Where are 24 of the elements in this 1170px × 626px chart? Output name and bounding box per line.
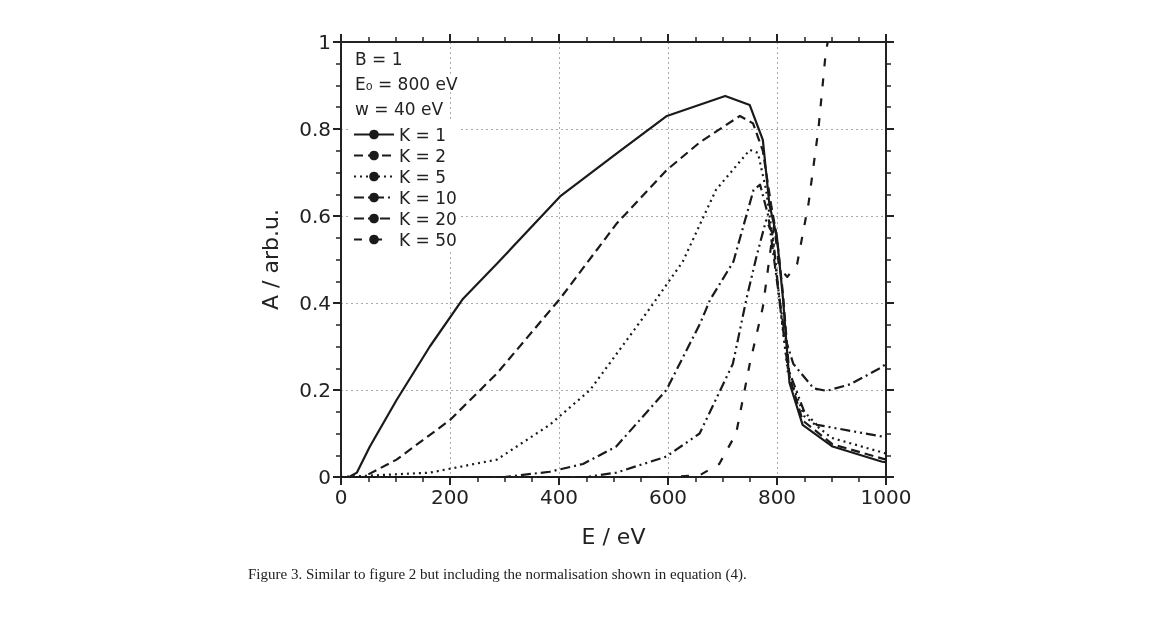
annotation: E₀ = 800 eV <box>355 73 458 94</box>
y-tick-label: 0.4 <box>299 291 331 315</box>
legend-label: K = 5 <box>399 166 447 187</box>
annotation: w = 40 eV <box>355 98 444 119</box>
annotation: B = 1 <box>355 48 403 69</box>
legend-label: K = 20 <box>399 208 457 229</box>
x-tick-label: 200 <box>430 485 470 509</box>
legend-label: K = 10 <box>399 187 457 208</box>
caption: Figure 3. Similar to figure 2 but including the normalisation shown in equation (4). <box>248 565 747 583</box>
x-tick-label: 400 <box>539 485 579 509</box>
y-tick-label: 0.6 <box>299 204 331 228</box>
y-tick-label: 0 <box>318 465 331 489</box>
y-axis-title: A / arb.u. <box>257 209 283 310</box>
x-tick-label: 800 <box>757 485 797 509</box>
legend-label: K = 2 <box>399 145 447 166</box>
x-tick-label: 1000 <box>860 485 912 509</box>
x-tick-label: 0 <box>334 485 348 509</box>
y-tick-label: 0.2 <box>299 378 331 402</box>
y-tick-label: 0.8 <box>299 117 331 141</box>
x-tick-label: 600 <box>648 485 688 509</box>
x-axis-title: E / eV <box>581 523 646 549</box>
legend-label: K = 50 <box>399 229 457 250</box>
legend-label: K = 1 <box>399 124 447 145</box>
y-tick-label: 1 <box>318 30 331 54</box>
